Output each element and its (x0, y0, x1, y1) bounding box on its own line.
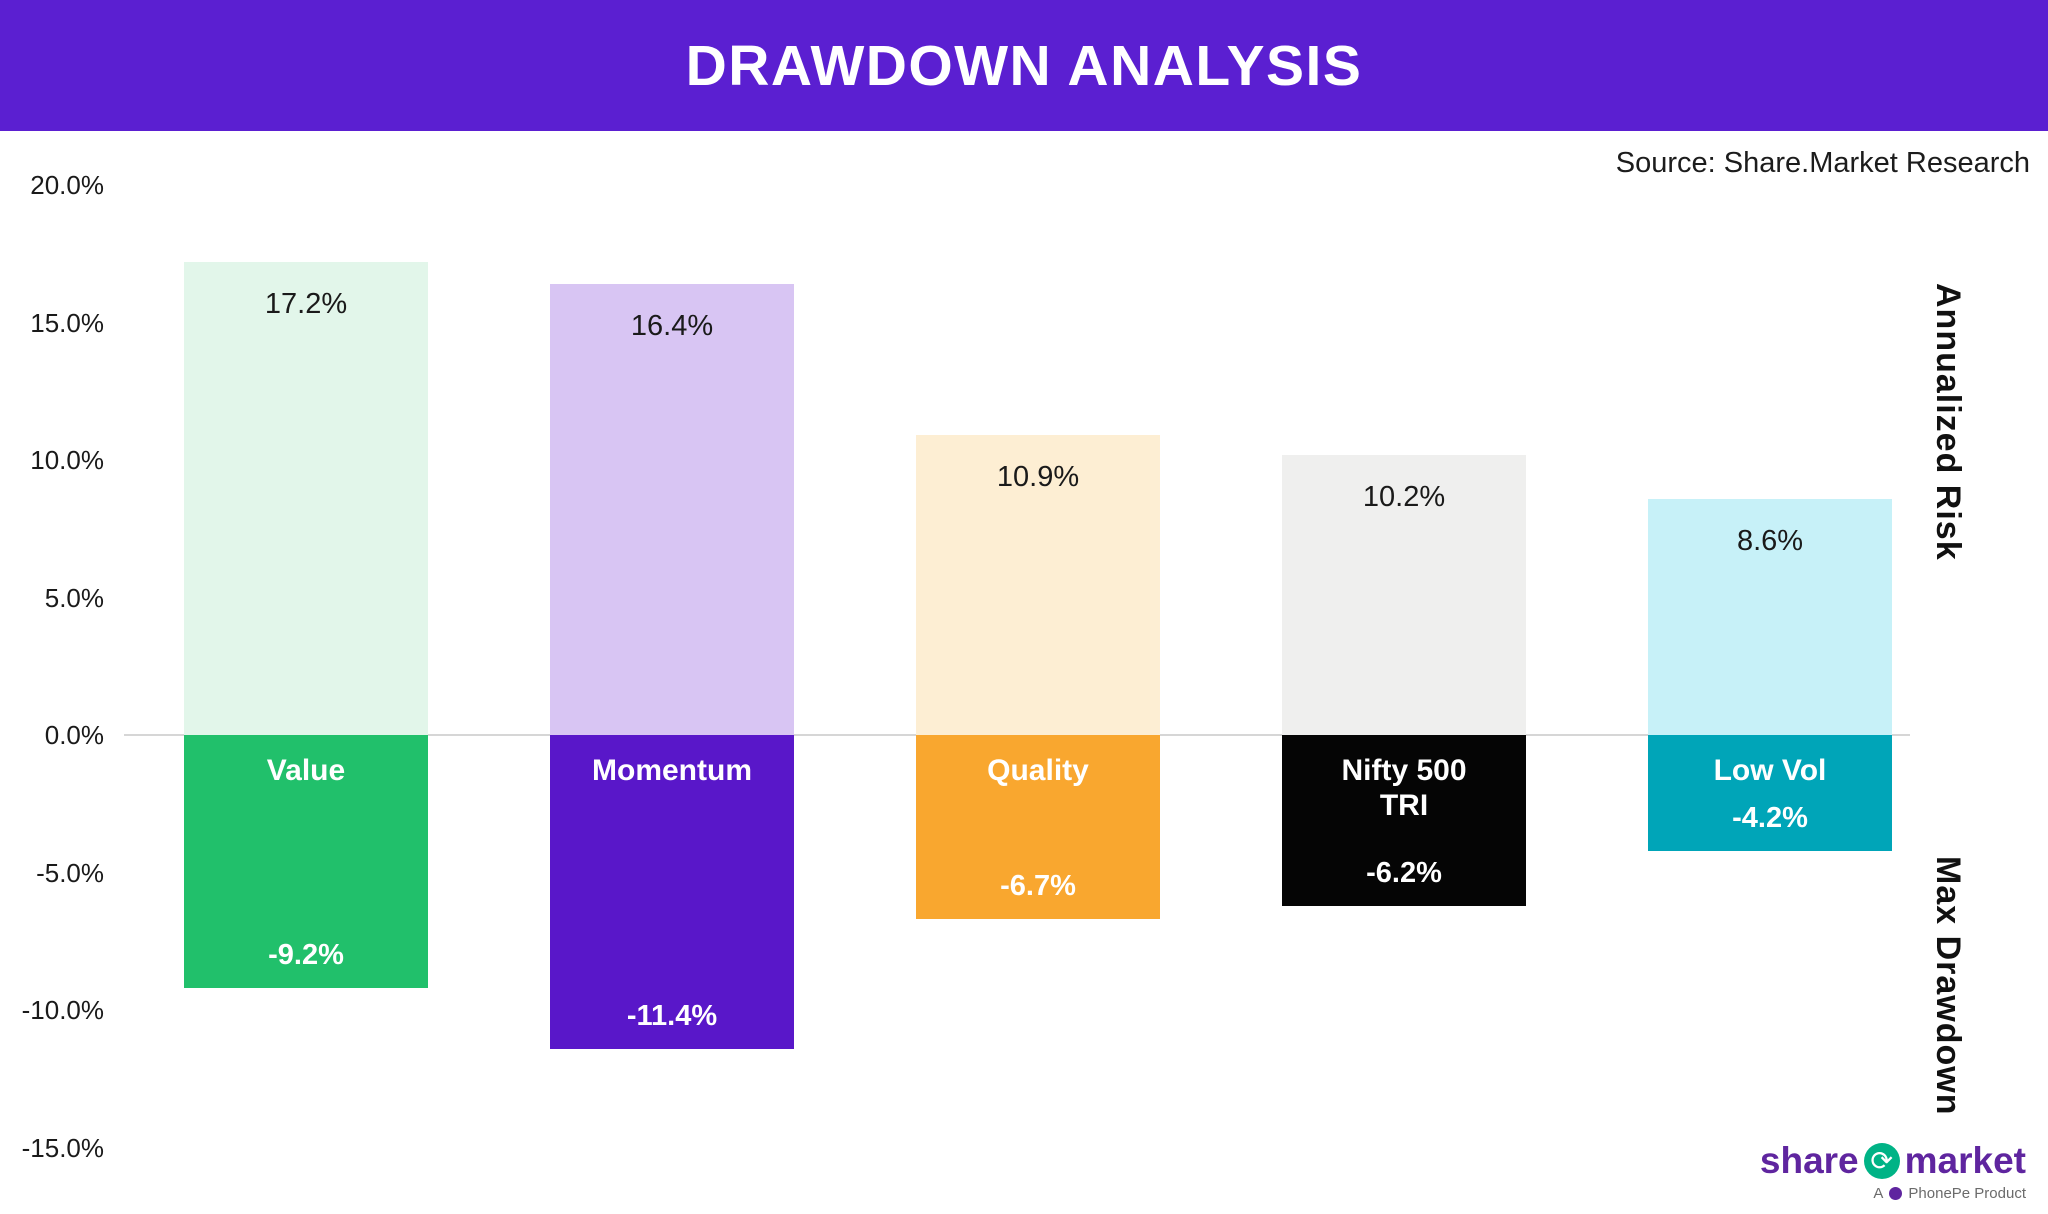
logo-subtitle: A PhonePe Product (1760, 1185, 2026, 1202)
logo-share-text: share (1759, 1140, 1859, 1181)
header-banner: DRAWDOWN ANALYSIS (0, 0, 2048, 131)
y-tick-label-5-0-: 5.0% (44, 582, 104, 613)
bar-max-drawdown-quality: Quality -6.7% (916, 735, 1160, 920)
value-label-negative: -6.2% (1366, 856, 1442, 889)
category-label: Nifty 500 TRI (1341, 754, 1467, 823)
value-label-positive: 10.9% (996, 461, 1080, 494)
right-axis-label-annualized-risk: Annualized Risk (1929, 283, 1967, 561)
page-title: DRAWDOWN ANALYSIS (685, 33, 1363, 98)
bar-max-drawdown-nifty-500-tri: Nifty 500 TRI -6.2% (1282, 735, 1526, 906)
phonepe-icon (1889, 1187, 1903, 1200)
bar-annualized-risk-quality: 10.9% (916, 435, 1160, 735)
value-label-positive: 8.6% (1736, 524, 1804, 557)
value-label-negative: -11.4% (626, 999, 718, 1032)
category-label: Low Vol (1713, 754, 1827, 787)
source-caption: Source: Share.Market Research (1615, 147, 2030, 179)
value-label-negative: -9.2% (268, 939, 344, 971)
value-label-negative: -4.2% (1732, 801, 1808, 834)
value-label-negative: -6.7% (1000, 870, 1076, 903)
category-label: Momentum (592, 754, 752, 787)
bar-annualized-risk-value: 17.2% (184, 262, 428, 735)
y-tick-label-20-0-: 20.0% (30, 170, 104, 200)
y-tick-label-15-0-: 15.0% (30, 307, 104, 338)
circular-arrow-icon: ⟳ (1863, 1143, 1900, 1179)
y-tick-label--10-0-: -10.0% (21, 995, 104, 1025)
y-tick-label-0-0-: 0.0% (44, 720, 104, 750)
category-label: Quality (987, 754, 1089, 787)
value-label-positive: 10.2% (1362, 480, 1446, 513)
bar-max-drawdown-low-vol: Low Vol -4.2% (1648, 735, 1892, 851)
value-label-positive: 16.4% (630, 310, 714, 342)
share-market-logo: share ⟳ market A PhonePe Product (1760, 1140, 2026, 1202)
y-tick-label--15-0-: -15.0% (21, 1132, 104, 1163)
bar-annualized-risk-low-vol: 8.6% (1648, 498, 1892, 735)
logo-subtitle-a: A (1873, 1185, 1884, 1202)
y-tick-label-10-0-: 10.0% (30, 445, 104, 475)
bar-max-drawdown-value: Value -9.2% (184, 735, 428, 988)
bar-annualized-risk-momentum: 16.4% (550, 284, 794, 735)
bar-max-drawdown-momentum: Momentum -11.4% (550, 735, 794, 1049)
logo-market-text: market (1904, 1140, 2026, 1181)
value-label-positive: 17.2% (264, 288, 348, 320)
category-label: Value (266, 754, 346, 787)
y-tick-label--5-0-: -5.0% (36, 857, 104, 888)
logo-wordmark: share ⟳ market (1760, 1140, 2026, 1182)
bar-annualized-risk-nifty-500-tri: 10.2% (1282, 454, 1526, 735)
right-axis-label-max-drawdown: Max Drawdown (1929, 856, 1967, 1116)
logo-subtitle-text: PhonePe Product (1908, 1185, 2026, 1202)
